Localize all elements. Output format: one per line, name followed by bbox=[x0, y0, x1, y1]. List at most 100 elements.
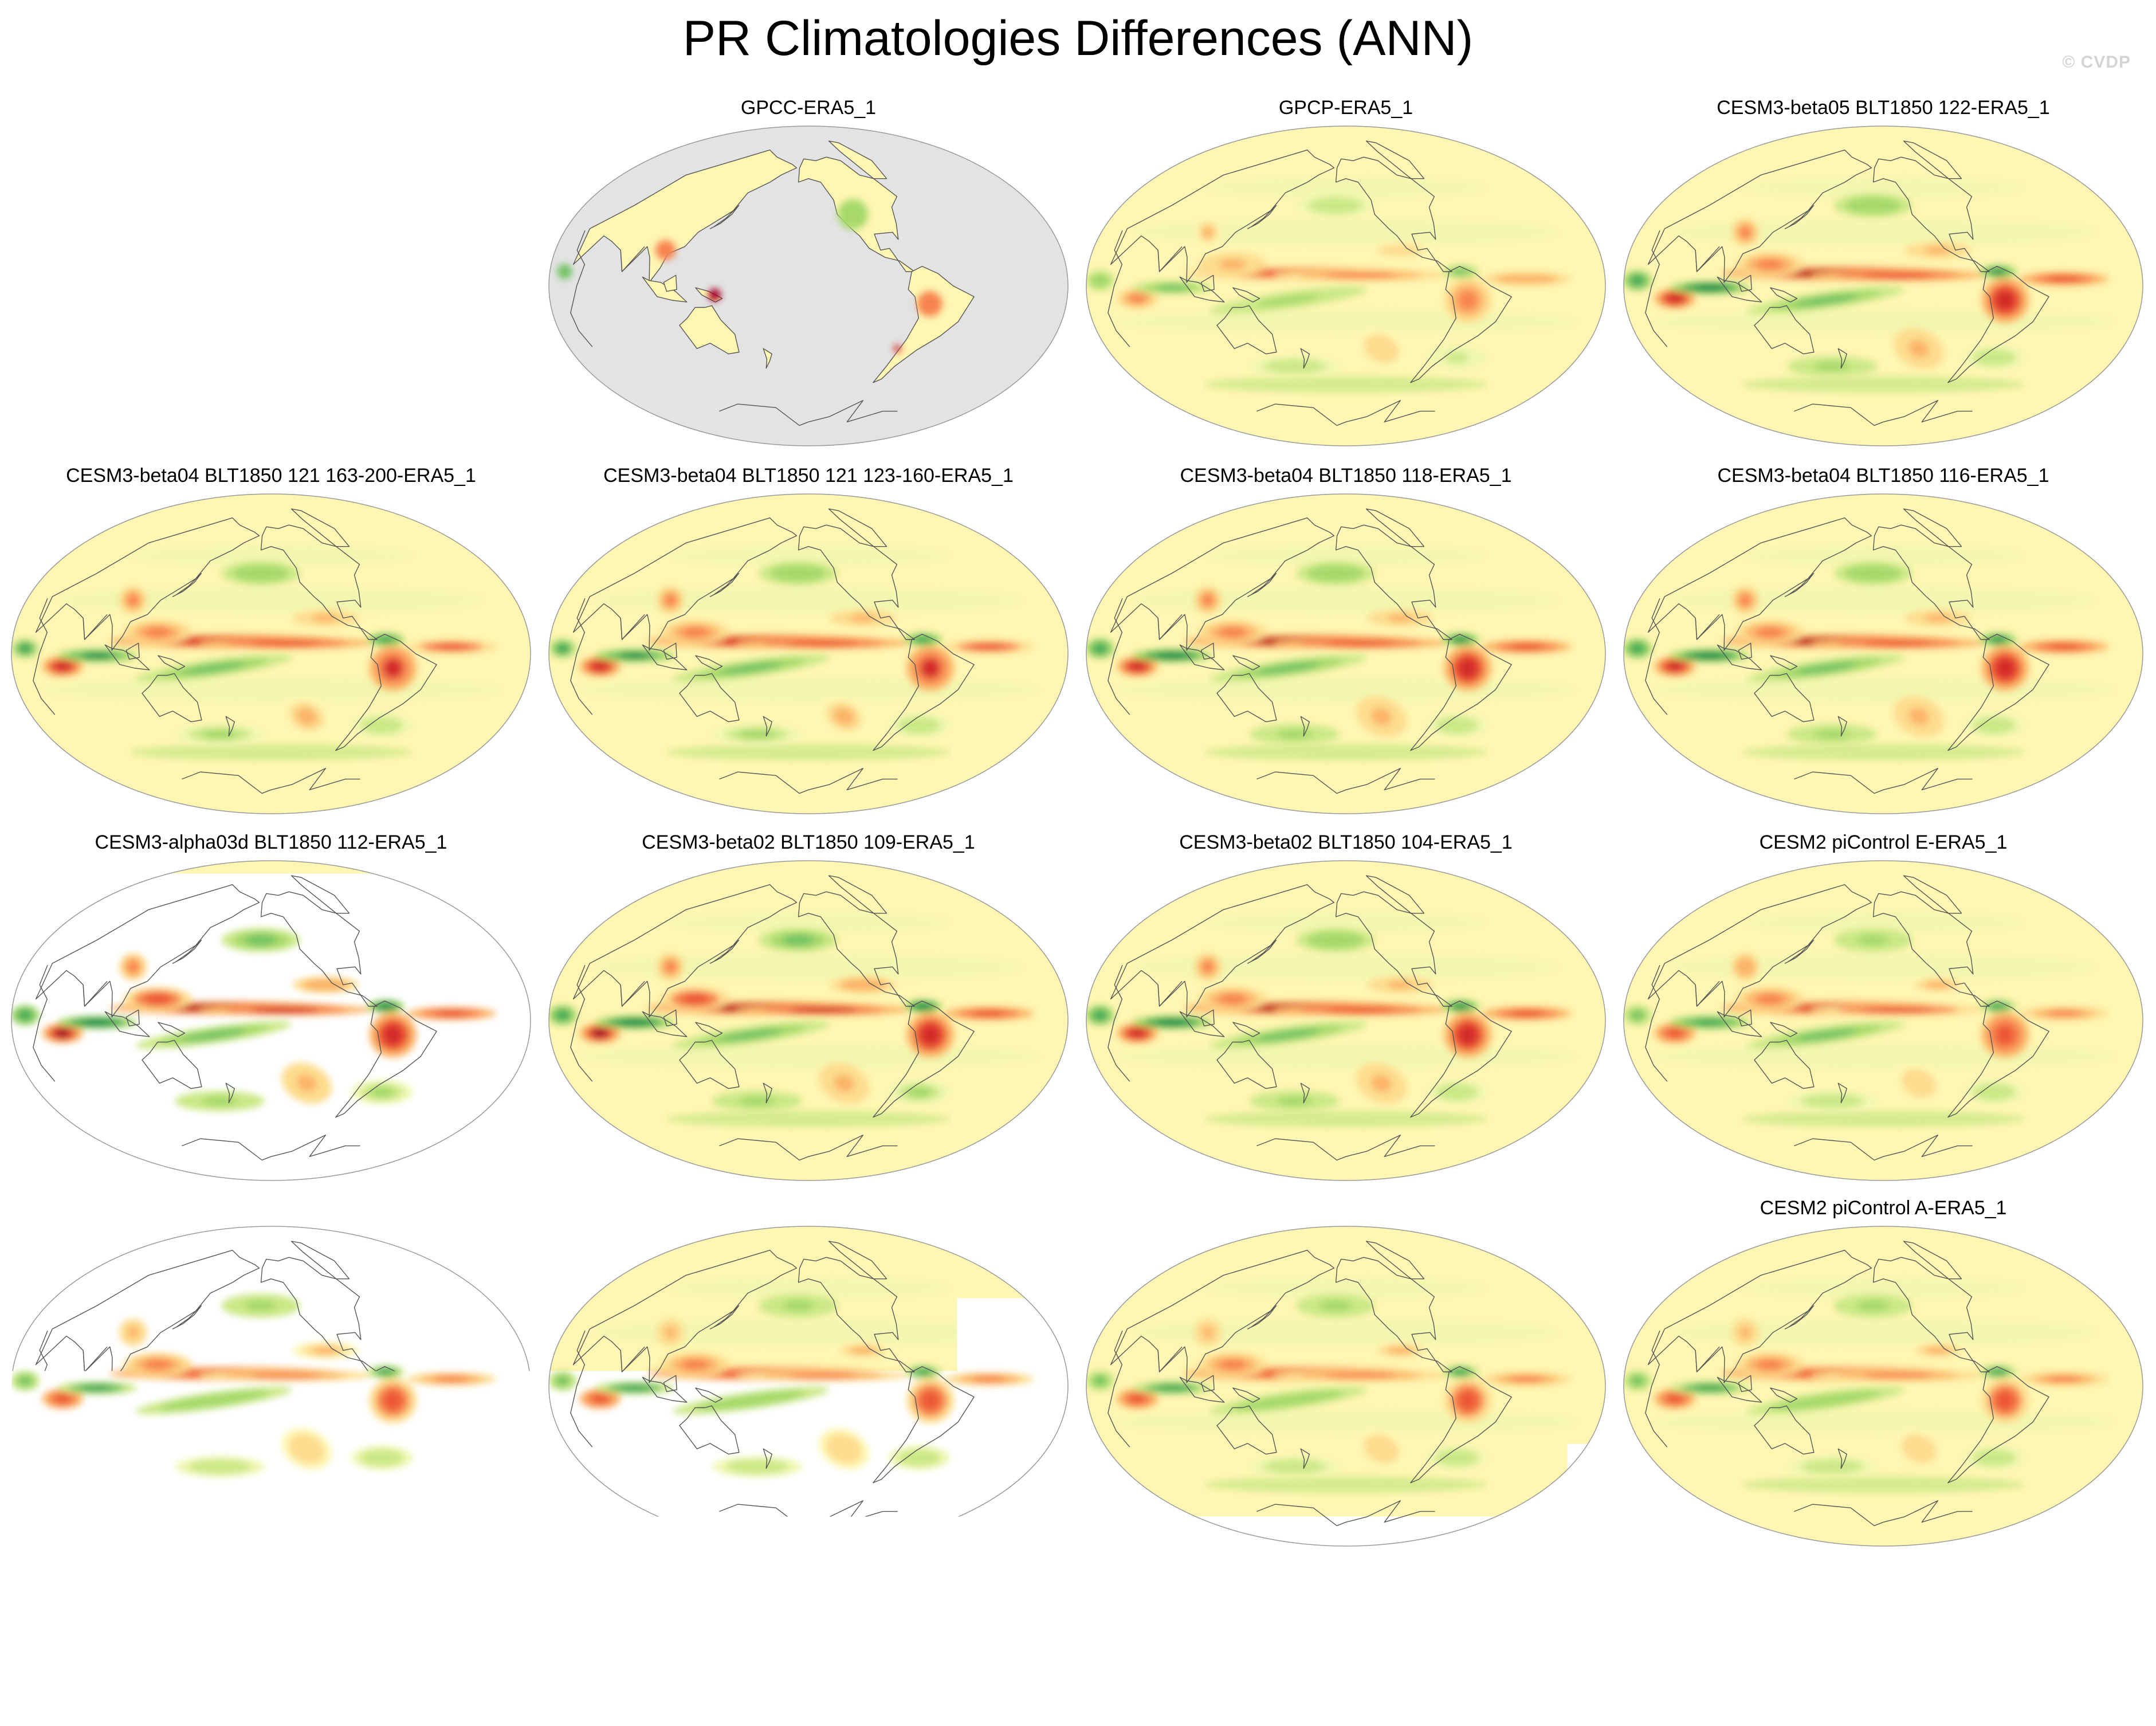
global-map bbox=[10, 1225, 532, 1547]
difference-contour bbox=[1996, 658, 2014, 678]
difference-contour bbox=[202, 729, 238, 739]
difference-contour bbox=[1277, 1462, 1313, 1471]
difference-contour bbox=[1094, 644, 1106, 653]
global-map bbox=[1623, 493, 2144, 815]
difference-contour bbox=[2046, 1376, 2082, 1382]
map-panel: CESM3-beta04 BLT1850 118-ERA5_1 bbox=[1079, 460, 1612, 815]
panel-title: GPCC-ERA5_1 bbox=[542, 92, 1075, 124]
colorbar-segment bbox=[1275, 1595, 1375, 1627]
colorbar-segment bbox=[484, 1595, 583, 1627]
difference-band bbox=[1652, 1410, 2115, 1433]
difference-contour bbox=[383, 658, 402, 678]
difference-contour bbox=[1458, 1391, 1477, 1410]
difference-contour bbox=[665, 961, 676, 973]
difference-contour bbox=[1458, 1025, 1477, 1045]
difference-contour bbox=[370, 1086, 394, 1097]
difference-contour bbox=[81, 652, 113, 658]
difference-contour bbox=[128, 1327, 139, 1339]
difference-contour bbox=[81, 1019, 113, 1025]
difference-band bbox=[130, 1477, 413, 1493]
land-difference bbox=[894, 345, 901, 352]
difference-contour bbox=[1740, 1327, 1751, 1339]
difference-contour bbox=[1982, 720, 2006, 731]
global-map bbox=[548, 1225, 1069, 1547]
colorbar-segment bbox=[880, 1595, 979, 1627]
global-map bbox=[1085, 493, 1607, 815]
panel-title: CESM2 piControl E-ERA5_1 bbox=[1617, 826, 2150, 858]
difference-contour bbox=[1667, 1394, 1683, 1403]
difference-contour bbox=[1694, 1384, 1726, 1391]
difference-contour bbox=[1632, 276, 1643, 285]
difference-contour bbox=[1694, 1019, 1726, 1025]
global-map bbox=[1623, 1225, 2144, 1547]
difference-contour bbox=[54, 662, 71, 671]
map-panel: CESM3-beta04 BLT1850 121 123-160-ERA5_1 bbox=[542, 460, 1075, 815]
difference-contour bbox=[1756, 994, 1784, 1005]
difference-contour bbox=[788, 1372, 858, 1378]
difference-contour bbox=[907, 1086, 932, 1097]
difference-contour bbox=[1863, 1007, 1933, 1013]
difference-contour bbox=[434, 644, 469, 650]
colorbar-segment bbox=[583, 1595, 682, 1627]
difference-contour bbox=[19, 644, 31, 653]
difference-band bbox=[577, 678, 1040, 701]
colorbar-segment bbox=[1078, 1595, 1177, 1627]
difference-contour bbox=[383, 1025, 402, 1045]
difference-contour bbox=[1325, 640, 1395, 646]
difference-contour bbox=[1756, 627, 1784, 638]
difference-contour bbox=[1814, 1096, 1850, 1105]
difference-contour bbox=[1863, 1372, 1933, 1378]
global-map bbox=[548, 125, 1069, 447]
difference-contour bbox=[1444, 352, 1469, 363]
difference-band bbox=[1205, 1477, 1487, 1493]
colorbar-segment bbox=[781, 1595, 880, 1627]
difference-contour bbox=[19, 1376, 31, 1385]
difference-contour bbox=[592, 1029, 608, 1038]
global-map bbox=[1085, 1225, 1607, 1547]
global-map bbox=[1623, 125, 2144, 447]
difference-band bbox=[1114, 1045, 1577, 1068]
global-map bbox=[1085, 860, 1607, 1182]
difference-contour bbox=[619, 652, 651, 658]
difference-band bbox=[40, 1045, 502, 1068]
difference-contour bbox=[1094, 1376, 1106, 1385]
colorbar-segment bbox=[682, 1595, 781, 1627]
difference-band bbox=[1742, 376, 2025, 393]
difference-band bbox=[40, 678, 502, 701]
difference-contour bbox=[665, 1327, 676, 1339]
difference-contour bbox=[1458, 658, 1477, 678]
difference-contour bbox=[1756, 1359, 1784, 1370]
difference-contour bbox=[665, 594, 676, 606]
colorbar-segment bbox=[979, 1595, 1078, 1627]
map-panel: CESM2 piControl B-ERA5_1 bbox=[1079, 1192, 1612, 1547]
difference-contour bbox=[1444, 1452, 1469, 1463]
difference-contour bbox=[1203, 1327, 1214, 1339]
difference-contour bbox=[1219, 1359, 1246, 1370]
difference-contour bbox=[592, 662, 608, 671]
difference-contour bbox=[1814, 729, 1850, 739]
difference-band bbox=[1652, 678, 2115, 701]
difference-contour bbox=[1325, 1372, 1395, 1378]
colorbar-segment bbox=[1671, 1595, 1770, 1627]
difference-contour bbox=[783, 568, 814, 579]
difference-contour bbox=[971, 644, 1007, 650]
difference-contour bbox=[245, 935, 277, 946]
colorbar-tick-label: 2 bbox=[1365, 1630, 1384, 1670]
difference-contour bbox=[128, 961, 139, 973]
land-difference bbox=[708, 289, 721, 301]
difference-contour bbox=[1156, 652, 1188, 658]
difference-band bbox=[1742, 1111, 2025, 1127]
difference-contour bbox=[144, 994, 171, 1005]
difference-contour bbox=[1509, 276, 1544, 282]
difference-contour bbox=[788, 640, 858, 646]
difference-contour bbox=[1694, 284, 1726, 291]
difference-contour bbox=[1982, 352, 2006, 363]
difference-contour bbox=[1857, 200, 1889, 211]
difference-contour bbox=[971, 1010, 1007, 1017]
panel-title: CESM3-beta02 BLT1850 104-ERA5_1 bbox=[1079, 826, 1612, 858]
difference-contour bbox=[619, 1019, 651, 1025]
map-panel: CESM2 piControl E-ERA5_1 bbox=[1617, 826, 2150, 1182]
difference-contour bbox=[245, 1300, 277, 1311]
difference-contour bbox=[202, 1462, 238, 1471]
watermark: © CVDP bbox=[2062, 53, 2131, 72]
